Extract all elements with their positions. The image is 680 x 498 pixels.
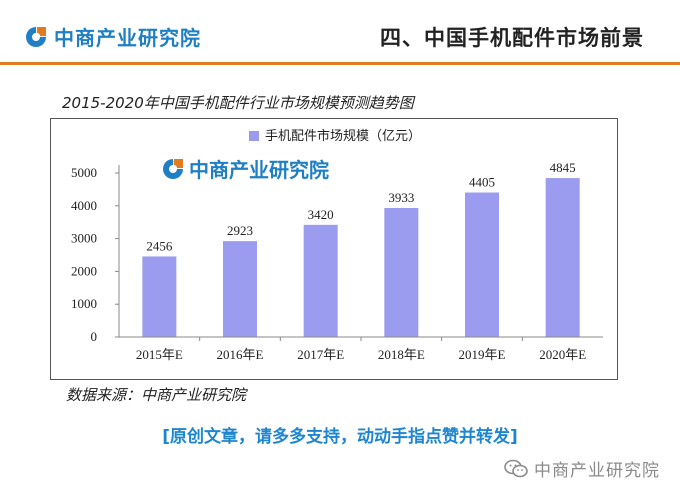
- chart-frame: 手机配件市场规模（亿元） 中商产业研究院 0 1000 2000 3000 4000 50…: [50, 118, 618, 380]
- y-tick-label: 2000: [71, 263, 97, 278]
- watermark-logo: 中商产业研究院: [163, 158, 329, 182]
- x-tick-label: 2020年E: [539, 347, 586, 362]
- data-source: 数据来源：中商产业研究院: [66, 386, 247, 404]
- share-call-to-action: [原创文章，请多多支持，动动手指点赞并转发]: [162, 427, 518, 447]
- bar-value-label: 4845: [550, 160, 576, 175]
- bar-value-label: 3933: [388, 190, 414, 205]
- watermark-text: 中商产业研究院: [189, 158, 329, 182]
- y-tick-label: 4000: [71, 198, 97, 213]
- header-divider: [0, 62, 680, 65]
- page-title: 四、中国手机配件市场前景: [380, 26, 644, 50]
- header: 中商产业研究院 四、中国手机配件市场前景: [0, 0, 680, 65]
- brand-logo-icon: [26, 26, 46, 47]
- y-tick-label: 3000: [71, 231, 97, 246]
- logo-text: 中商产业研究院: [54, 26, 201, 50]
- bar: [142, 256, 177, 337]
- legend-swatch: [249, 131, 259, 141]
- x-tick-label: 2019年E: [459, 347, 506, 362]
- x-tick-label: 2016年E: [217, 347, 264, 362]
- bar: [384, 207, 419, 337]
- x-tick-label: 2015年E: [136, 347, 183, 362]
- wechat-icon: [504, 459, 528, 477]
- bar-value-label: 2923: [227, 223, 253, 238]
- chart-title: 2015-2020年中国手机配件行业市场规模预测趋势图: [62, 94, 414, 112]
- wechat-account: 中商产业研究院: [504, 456, 660, 481]
- x-tick-label: 2017年E: [297, 347, 344, 362]
- legend-label: 手机配件市场规模（亿元）: [265, 128, 421, 143]
- bar-chart: 手机配件市场规模（亿元） 中商产业研究院 0 1000 2000 3000 4000 50…: [71, 128, 603, 362]
- wechat-account-name: 中商产业研究院: [534, 461, 660, 481]
- x-tick-label: 2018年E: [378, 347, 425, 362]
- legend: 手机配件市场规模（亿元）: [249, 128, 421, 143]
- bar-value-label: 3420: [308, 207, 334, 222]
- bars: 2456 2923 3420 3933 4405 4845: [142, 160, 580, 337]
- watermark-icon: [163, 159, 183, 179]
- bar: [545, 178, 580, 337]
- y-tick-label: 5000: [71, 165, 97, 180]
- bar-value-label: 4405: [469, 175, 495, 190]
- bar-value-label: 2456: [146, 238, 173, 253]
- y-tick-label: 0: [91, 329, 98, 344]
- logo: 中商产业研究院: [24, 22, 201, 51]
- bar: [465, 192, 499, 337]
- y-axis: 0 1000 2000 3000 4000 5000: [71, 165, 120, 344]
- bar: [223, 241, 257, 337]
- x-axis: 2015年E 2016年E 2017年E 2018年E 2019年E 2020年E: [119, 336, 603, 362]
- bar: [303, 224, 338, 337]
- y-tick-label: 1000: [71, 296, 97, 311]
